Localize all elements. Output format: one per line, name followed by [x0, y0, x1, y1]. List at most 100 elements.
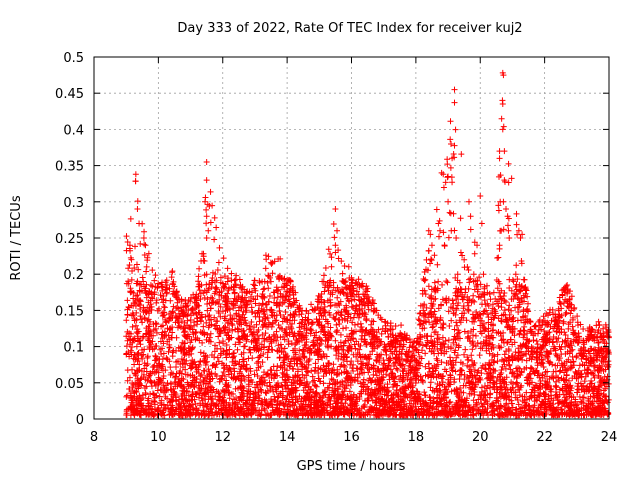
data-point [245, 355, 252, 362]
data-point [205, 313, 212, 320]
data-point [274, 288, 281, 295]
data-point [308, 301, 315, 308]
data-point [349, 335, 356, 342]
data-point [142, 391, 149, 398]
data-point [482, 366, 489, 373]
data-point [234, 346, 241, 353]
data-point [373, 381, 380, 388]
data-point [490, 373, 497, 380]
data-point [325, 344, 332, 351]
data-point [552, 382, 559, 389]
data-point [274, 348, 281, 355]
data-point [305, 369, 312, 376]
data-point [521, 276, 528, 283]
data-point [378, 330, 385, 337]
data-point [332, 337, 339, 344]
data-point [515, 309, 522, 316]
data-point [490, 289, 497, 296]
data-point [443, 278, 450, 285]
data-point [398, 322, 405, 329]
data-point [146, 346, 153, 353]
data-point [267, 278, 274, 285]
data-point [128, 276, 135, 283]
data-point [223, 341, 230, 348]
data-point [587, 393, 594, 400]
data-point [256, 353, 263, 360]
data-point [200, 323, 207, 330]
data-point [216, 339, 223, 346]
data-point [334, 294, 341, 301]
data-point [336, 320, 343, 327]
data-point [462, 346, 469, 353]
data-point [309, 378, 316, 385]
data-point [273, 328, 280, 335]
data-point [340, 325, 347, 332]
data-point [268, 307, 275, 314]
data-point [228, 320, 235, 327]
data-point [415, 316, 422, 323]
data-point [562, 311, 569, 318]
data-point [431, 308, 438, 315]
data-point [334, 370, 341, 377]
data-point [333, 328, 340, 335]
data-point [312, 360, 319, 367]
data-point [419, 342, 426, 349]
data-point [424, 332, 431, 339]
data-point [360, 376, 367, 383]
data-point [242, 343, 249, 350]
data-point [444, 279, 451, 286]
chart-title: Day 333 of 2022, Rate Of TEC Index for r… [177, 21, 522, 36]
data-point [207, 330, 214, 337]
data-point [129, 366, 136, 373]
data-point [563, 309, 570, 316]
data-point [425, 283, 432, 290]
data-point [512, 304, 519, 311]
data-point [450, 339, 457, 346]
data-point [498, 366, 505, 373]
data-point [354, 321, 361, 328]
data-point [124, 297, 131, 304]
data-point [197, 349, 204, 356]
data-point [330, 361, 337, 368]
data-point [138, 316, 145, 323]
data-point [531, 323, 538, 330]
data-point [464, 306, 471, 313]
data-point [251, 277, 258, 284]
data-point [501, 290, 508, 297]
data-point [337, 331, 344, 338]
data-point [201, 294, 208, 301]
data-point [590, 363, 597, 370]
data-point [425, 360, 432, 367]
data-point [435, 278, 442, 285]
data-point [513, 379, 520, 386]
data-point [495, 315, 502, 322]
data-point [223, 347, 230, 354]
data-point [267, 306, 274, 313]
data-point [532, 322, 539, 329]
data-point [462, 285, 469, 292]
data-point [439, 281, 446, 288]
data-point [573, 354, 580, 361]
data-point [421, 389, 428, 396]
data-point [438, 359, 445, 366]
data-point [569, 323, 576, 330]
data-point [309, 373, 316, 380]
data-point [445, 337, 452, 344]
data-point [449, 297, 456, 304]
data-point [571, 304, 578, 311]
data-point [149, 364, 156, 371]
data-point [137, 341, 144, 348]
data-point [155, 280, 162, 287]
data-point [132, 322, 139, 329]
data-point [131, 361, 138, 368]
data-point [517, 288, 524, 295]
data-point [271, 333, 278, 340]
data-point [144, 361, 151, 368]
data-points [123, 69, 612, 419]
data-point [476, 352, 483, 359]
data-point [170, 303, 177, 310]
data-point [260, 286, 267, 293]
data-point [422, 350, 429, 357]
data-point [495, 303, 502, 310]
data-point [465, 302, 472, 309]
